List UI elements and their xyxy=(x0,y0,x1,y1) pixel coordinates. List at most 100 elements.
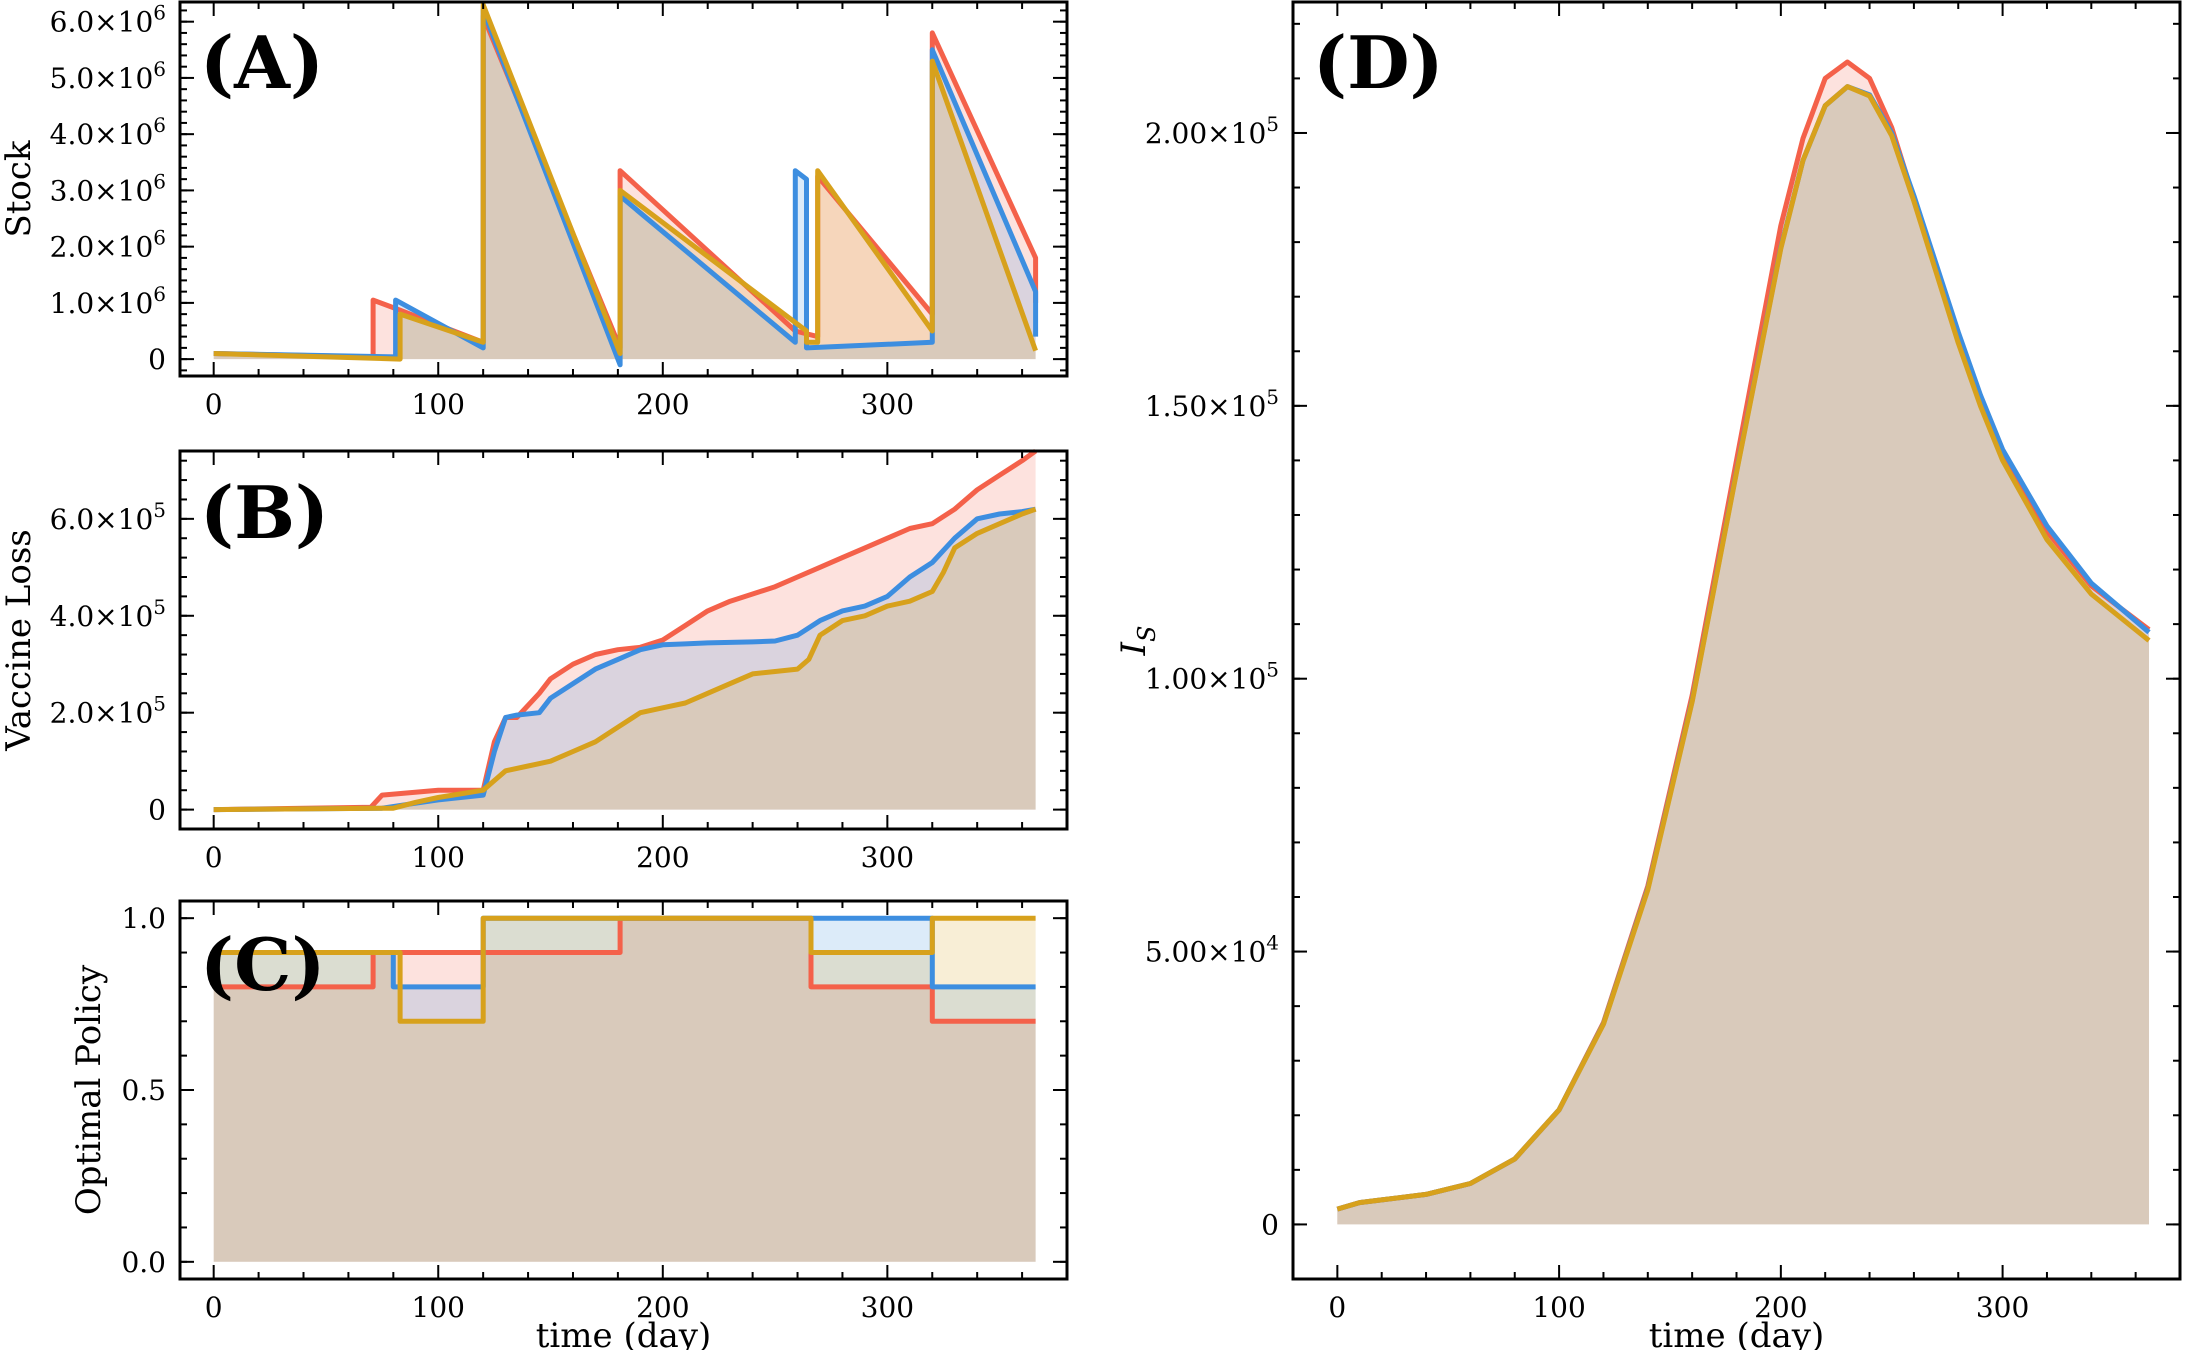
y-tick-mantissa: 4.0×10 xyxy=(50,600,154,633)
x-tick-label: 100 xyxy=(412,388,465,421)
axes-frame xyxy=(178,0,1069,378)
y-tick-mantissa: 2.00×10 xyxy=(1145,117,1266,150)
scenario_3-line xyxy=(213,915,1036,1024)
x-tick-label: 100 xyxy=(1532,1291,1585,1324)
x-tick-label: 100 xyxy=(412,1291,465,1324)
y-tick-mantissa: 2.0×10 xyxy=(50,697,154,730)
panel-a: 0 100 200 30001.0×1062.0×1063.0×1064.0×1065… xyxy=(0,0,1069,421)
y-tick-mantissa: 5.00×10 xyxy=(1145,936,1266,969)
y-tick-label: 1.0 xyxy=(121,902,166,935)
y-axis-title-subscript: S xyxy=(1133,626,1161,642)
x-tick-label: 200 xyxy=(1754,1291,1807,1324)
y-tick-label: 2.0×106 xyxy=(50,226,166,264)
x-tick-label: 0 xyxy=(205,1291,223,1324)
y-tick-mantissa: 0.5 xyxy=(121,1074,166,1107)
scenario_1-line xyxy=(213,448,1038,813)
y-tick-label: 2.00×105 xyxy=(1145,112,1279,150)
y-tick-mantissa: 3.0×10 xyxy=(50,174,154,207)
panel-label: (D) xyxy=(1313,20,1444,105)
y-tick-label: 0.0 xyxy=(121,1246,166,1279)
y-tick-mantissa: 6.0×10 xyxy=(50,6,154,39)
y-tick-exponent: 5 xyxy=(153,692,166,716)
y-tick-label: 5.0×106 xyxy=(50,57,166,95)
y-tick-label: 1.0×106 xyxy=(50,282,166,320)
y-tick-mantissa: 0 xyxy=(148,343,166,376)
x-axis-title: time (day) xyxy=(1649,1316,1824,1350)
y-tick-exponent: 6 xyxy=(153,282,166,306)
y-tick-mantissa: 1.00×10 xyxy=(1145,663,1266,696)
y-axis-title: Optimal Policy xyxy=(69,964,109,1215)
y-axis-title-main: I xyxy=(1114,641,1154,656)
y-tick-mantissa: 6.0×10 xyxy=(50,503,154,536)
scenario_1-area xyxy=(213,918,1036,1262)
y-tick-label: 0 xyxy=(148,343,166,376)
scenario_3-line xyxy=(213,2,1038,362)
x-tick-label: 100 xyxy=(412,841,465,874)
scenario_2-area xyxy=(213,10,1036,365)
x-tick-label: 200 xyxy=(636,1291,689,1324)
scenario_2-area xyxy=(1337,86,2149,1225)
y-tick-exponent: 6 xyxy=(153,226,166,250)
scenario_3-area xyxy=(213,509,1036,810)
y-tick-mantissa: 2.0×10 xyxy=(50,231,154,264)
x-tick-label: 300 xyxy=(861,1291,914,1324)
panel-label: (B) xyxy=(200,470,329,555)
y-tick-mantissa: 1.50×10 xyxy=(1145,390,1266,423)
x-tick-label: 300 xyxy=(861,841,914,874)
y-tick-mantissa: 1.0×10 xyxy=(50,287,154,320)
y-tick-exponent: 6 xyxy=(153,169,166,193)
panel-c: 0 100 200 300 0.0 0.5 1.0 Optimal Policy time (d… xyxy=(69,899,1069,1350)
x-tick-label: 200 xyxy=(636,841,689,874)
y-tick-mantissa: 4.0×10 xyxy=(50,118,154,151)
panel-b: 0 100 200 30002.0×1054.0×1056.0×105Vaccine … xyxy=(0,448,1069,874)
y-tick-label: 4.0×106 xyxy=(50,113,166,151)
scenario_3-line xyxy=(213,506,1037,813)
scenario_1-area xyxy=(213,451,1036,810)
y-tick-exponent: 5 xyxy=(153,595,166,619)
scenario_2-area xyxy=(213,918,1036,1262)
scenario_2-line xyxy=(213,506,1037,813)
x-tick-label: 200 xyxy=(636,388,689,421)
y-tick-mantissa: 5.0×10 xyxy=(50,62,154,95)
scenario_3-area xyxy=(1337,86,2149,1225)
x-tick-label: 0 xyxy=(205,388,223,421)
y-tick-exponent: 4 xyxy=(1266,931,1279,955)
x-tick-label: 0 xyxy=(1328,1291,1346,1324)
y-tick-exponent: 6 xyxy=(153,113,166,137)
y-axis-title: Stock xyxy=(0,140,39,237)
y-axis-title: IS xyxy=(1114,626,1161,657)
y-tick-mantissa: 0.0 xyxy=(121,1246,166,1279)
y-tick-label: 6.0×105 xyxy=(50,498,166,536)
x-tick-label: 0 xyxy=(205,841,223,874)
y-tick-label: 1.50×105 xyxy=(1145,385,1279,423)
panel-d: 0 100 200 30005.00×1041.00×1051.50×1052.00×… xyxy=(1114,0,2182,1350)
y-tick-exponent: 5 xyxy=(153,498,166,522)
scenario_1-area xyxy=(1337,62,2149,1225)
y-tick-label: 4.0×105 xyxy=(50,595,166,633)
y-tick-label: 5.00×104 xyxy=(1145,931,1279,969)
panel-label: (A) xyxy=(200,20,324,105)
y-tick-label: 2.0×105 xyxy=(50,692,166,730)
y-tick-exponent: 6 xyxy=(153,57,166,81)
y-tick-exponent: 5 xyxy=(1266,385,1279,409)
x-tick-label: 300 xyxy=(861,388,914,421)
y-tick-mantissa: 1.0 xyxy=(121,902,166,935)
scenario_2-area xyxy=(213,509,1036,810)
x-tick-label: 300 xyxy=(1976,1291,2029,1324)
y-axis-title: Vaccine Loss xyxy=(0,529,39,751)
scenario_3-area xyxy=(213,4,1036,360)
y-tick-label: 0 xyxy=(1261,1208,1279,1241)
y-tick-exponent: 5 xyxy=(1266,658,1279,682)
y-tick-exponent: 6 xyxy=(153,1,166,25)
scenario_1-area xyxy=(213,16,1036,360)
y-tick-mantissa: 0 xyxy=(148,794,166,827)
axes-frame xyxy=(178,449,1069,831)
y-tick-label: 3.0×106 xyxy=(50,169,166,207)
y-tick-label: 0.5 xyxy=(121,1074,166,1107)
x-axis-title: time (day) xyxy=(536,1316,711,1350)
scenario_3-area xyxy=(213,918,1036,1262)
y-tick-mantissa: 0 xyxy=(1261,1208,1279,1241)
y-tick-label: 0 xyxy=(148,794,166,827)
panel-label: (C) xyxy=(200,922,325,1007)
